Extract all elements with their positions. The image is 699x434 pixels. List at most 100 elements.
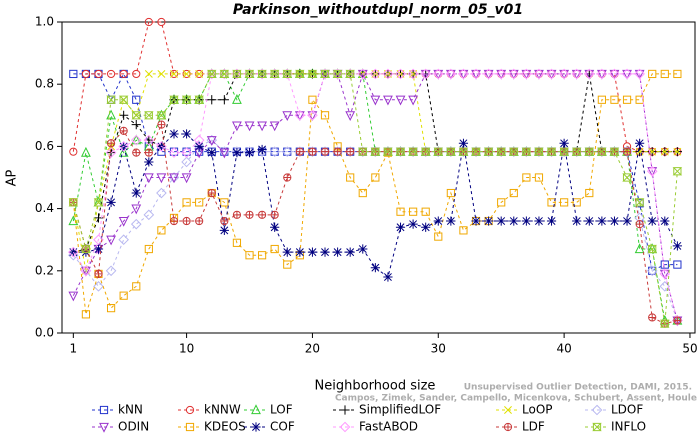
point: [157, 17, 166, 27]
point: [471, 147, 481, 156]
point: [660, 216, 670, 226]
point: [270, 210, 279, 219]
point: [169, 95, 179, 104]
point: [232, 210, 242, 219]
point: [181, 156, 192, 168]
point: [130, 134, 142, 146]
point: [409, 207, 418, 216]
point: [634, 198, 645, 207]
point: [270, 222, 280, 232]
point: [546, 216, 557, 226]
point: [119, 126, 128, 135]
point: [219, 69, 230, 79]
point: [609, 68, 620, 80]
point: [169, 173, 179, 184]
point: [69, 69, 78, 79]
point: [157, 69, 166, 78]
series: [69, 69, 682, 319]
point: [396, 207, 405, 216]
point: [434, 232, 443, 241]
legend-marker: [99, 405, 109, 415]
point: [144, 148, 153, 157]
point: [170, 69, 178, 78]
point: [93, 234, 104, 246]
point: [220, 147, 229, 156]
point: [281, 146, 293, 157]
point: [106, 95, 116, 104]
point: [370, 95, 381, 106]
point: [584, 216, 594, 226]
point: [371, 173, 380, 182]
point: [245, 251, 254, 260]
point: [144, 17, 153, 27]
point: [144, 111, 154, 120]
point: [459, 226, 468, 235]
point: [509, 216, 519, 226]
point: [584, 147, 595, 156]
legend-label: kNN: [118, 403, 143, 417]
point: [383, 95, 393, 106]
point: [157, 120, 166, 129]
point: [408, 219, 418, 229]
point: [281, 68, 293, 80]
point: [458, 147, 469, 156]
point: [68, 246, 79, 258]
series-line: [72, 73, 678, 322]
point: [220, 216, 229, 226]
point: [118, 234, 129, 246]
point: [294, 111, 305, 122]
point: [445, 68, 457, 80]
point: [358, 188, 367, 198]
point: [621, 68, 633, 80]
point: [395, 222, 406, 232]
legend-label: LOF: [270, 403, 293, 417]
point: [622, 173, 632, 182]
point: [358, 244, 368, 254]
point: [244, 69, 255, 79]
point: [345, 111, 356, 122]
legend-label: LoOP: [522, 403, 553, 417]
point: [257, 69, 267, 79]
point: [93, 244, 104, 254]
legend-marker: [592, 422, 602, 432]
point: [169, 216, 179, 226]
point: [622, 147, 632, 156]
point: [307, 109, 318, 121]
point: [269, 68, 280, 80]
point: [93, 281, 104, 292]
legend-label: SimplifiedLOF: [359, 403, 441, 417]
point: [105, 265, 117, 277]
point: [307, 69, 318, 79]
point: [130, 218, 142, 230]
point: [144, 69, 153, 78]
point: [308, 147, 317, 156]
y-axis-label: AP: [5, 169, 20, 186]
point: [319, 68, 331, 80]
series-line: [72, 73, 678, 315]
point: [144, 244, 153, 254]
point: [181, 129, 192, 139]
point: [547, 198, 556, 207]
point: [282, 69, 293, 79]
point: [206, 136, 217, 146]
point: [195, 69, 204, 78]
point: [508, 147, 519, 156]
x-axis-label: Neighborhood size: [315, 379, 436, 394]
point: [546, 68, 557, 80]
point: [168, 147, 180, 158]
point: [207, 188, 216, 198]
point: [622, 69, 632, 80]
point: [333, 147, 342, 156]
point: [433, 147, 444, 156]
point: [257, 210, 267, 219]
point: [118, 141, 129, 152]
point: [207, 95, 217, 105]
point: [193, 134, 205, 146]
point: [333, 247, 343, 257]
point: [673, 316, 682, 325]
point: [119, 69, 128, 79]
chart-title: Parkinson_withoutdupl_norm_05_v01: [233, 2, 523, 18]
point: [256, 68, 268, 80]
point: [433, 216, 443, 226]
legend-marker: [185, 422, 195, 432]
